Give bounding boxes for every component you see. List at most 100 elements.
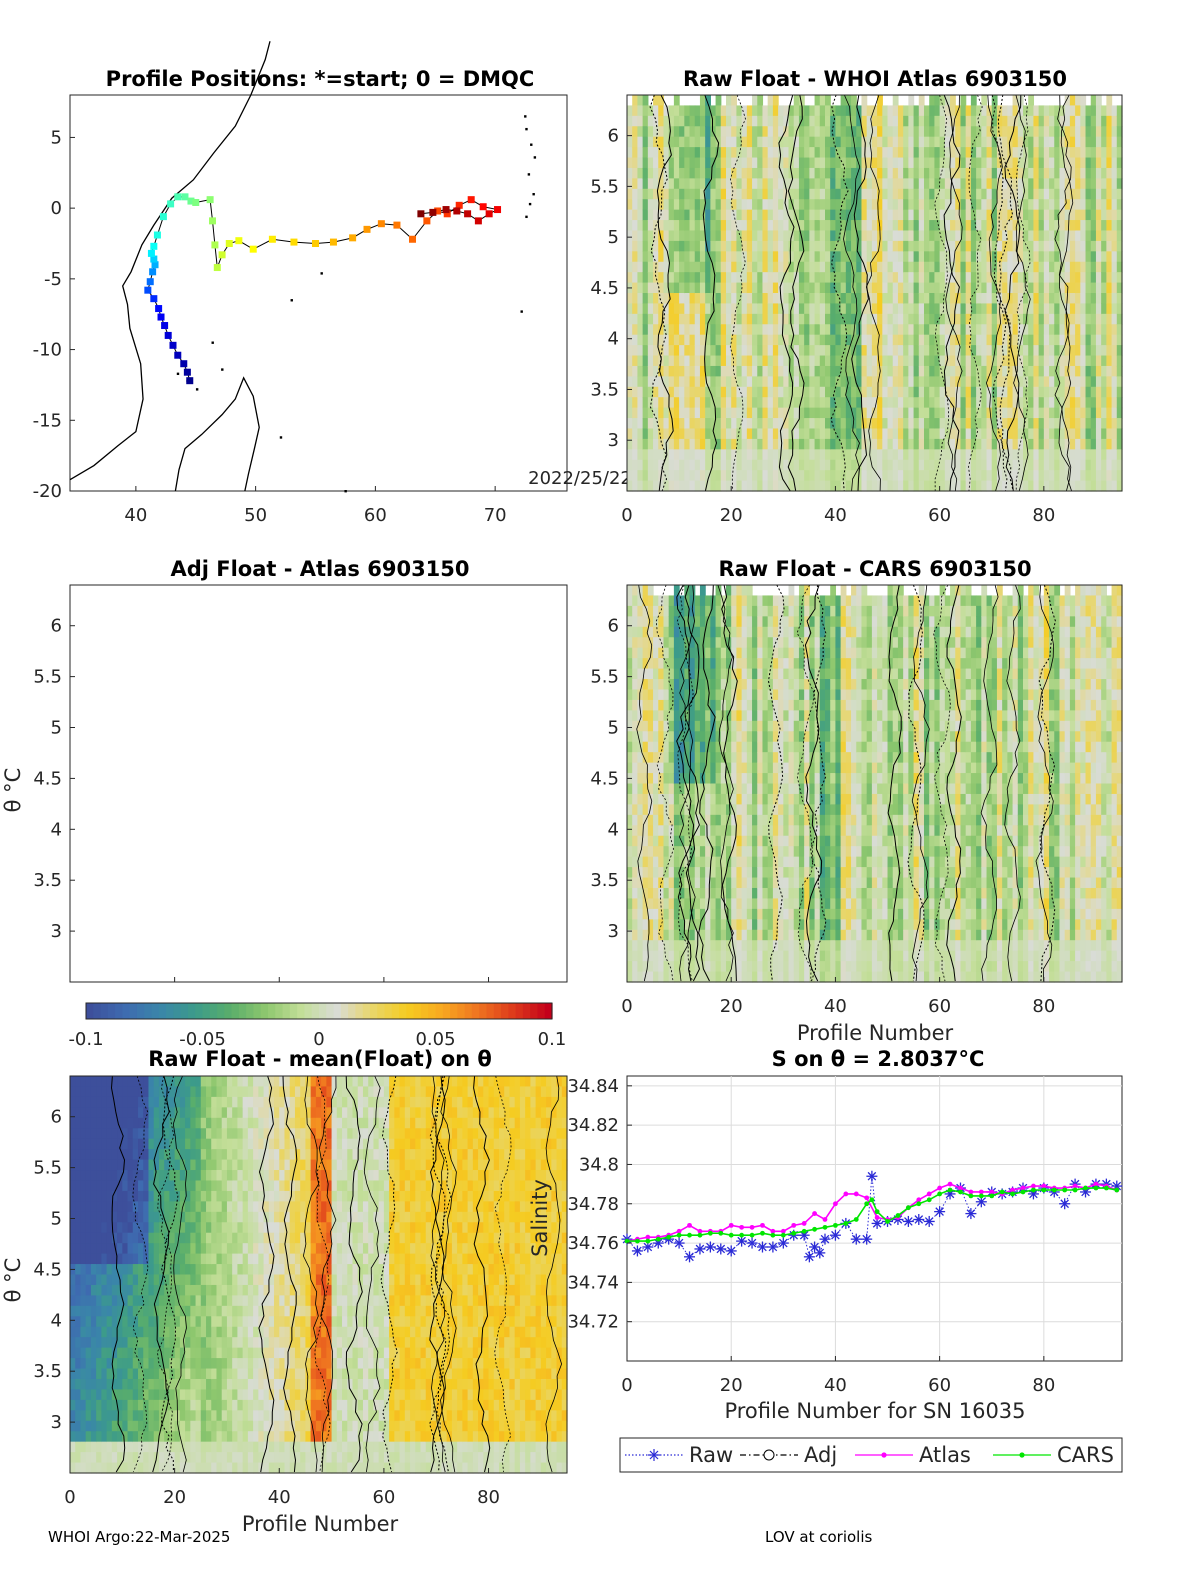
heatmap-cell: [1033, 126, 1040, 138]
heatmap-cell: [1033, 293, 1040, 305]
heatmap-cell: [720, 220, 727, 232]
heatmap-cell: [793, 365, 800, 377]
heatmap-cell: [897, 240, 904, 252]
heatmap-cell: [632, 261, 639, 273]
heatmap-cell: [1101, 136, 1107, 148]
heatmap-cell: [965, 438, 972, 450]
heatmap-cell: [642, 804, 649, 816]
heatmap-cell: [793, 272, 800, 284]
heatmap-cell: [1007, 480, 1014, 492]
heatmap-cell: [871, 136, 878, 148]
heatmap-cell: [715, 386, 722, 398]
heatmap-cell: [752, 605, 758, 617]
heatmap-cell: [1101, 365, 1107, 377]
heatmap-cell: [710, 418, 717, 430]
heatmap-cell: [663, 814, 670, 826]
heatmap-cell: [903, 147, 909, 159]
heatmap-cell: [1038, 428, 1045, 440]
island: [320, 272, 323, 275]
heatmap-cell: [1116, 397, 1123, 409]
heatmap-cell: [1075, 209, 1081, 221]
heatmap-cell: [809, 105, 816, 117]
heatmap-cell: [1116, 438, 1123, 450]
heatmap-cell: [705, 376, 711, 388]
heatmap-cell: [736, 647, 743, 659]
heatmap-cell: [762, 157, 769, 169]
heatmap-cell: [632, 908, 639, 920]
heatmap-cell: [752, 261, 758, 273]
heatmap-cell: [699, 720, 706, 732]
heatmap-cell: [793, 480, 800, 492]
heatmap-cell: [762, 720, 769, 732]
heatmap-cell: [1038, 220, 1045, 232]
heatmap-cell: [903, 230, 909, 242]
heatmap-cell: [658, 126, 665, 138]
heatmap-cell: [746, 261, 753, 273]
heatmap-cell: [897, 407, 904, 419]
heatmap-cell: [694, 689, 701, 701]
heatmap-cell: [741, 867, 748, 879]
heatmap-cell: [653, 324, 659, 336]
heatmap-cell: [762, 877, 769, 889]
heatmap-cell: [684, 741, 691, 753]
heatmap-cell: [715, 658, 722, 670]
heatmap-cell: [632, 699, 639, 711]
heatmap-cell: [1049, 209, 1055, 221]
heatmap-cell: [934, 95, 941, 107]
heatmap-cell: [825, 386, 831, 398]
heatmap-cell: [757, 167, 764, 179]
heatmap-cell: [757, 240, 764, 252]
heatmap-cell: [637, 679, 644, 691]
heatmap-cell: [663, 199, 670, 211]
heatmap-cell: [627, 835, 633, 847]
heatmap-cell: [741, 313, 748, 325]
heatmap-cell: [825, 251, 831, 263]
heatmap-cell: [1012, 230, 1019, 242]
heatmap-cell: [627, 428, 633, 440]
heatmap-cell: [804, 324, 810, 336]
heatmap-cell: [705, 418, 711, 430]
heatmap-cell: [887, 324, 894, 336]
heatmap-cell: [981, 167, 988, 179]
heatmap-cell: [1085, 449, 1092, 461]
heatmap-cell: [1033, 115, 1040, 127]
heatmap-cell: [710, 919, 717, 931]
heatmap-cell: [1080, 449, 1087, 461]
heatmap-cell: [1069, 261, 1076, 273]
heatmap-cell: [918, 470, 925, 482]
heatmap-cell: [762, 147, 769, 159]
heatmap-cell: [996, 230, 1003, 242]
heatmap-cell: [647, 616, 654, 628]
heatmap-cell: [845, 313, 852, 325]
heatmap-cell: [809, 136, 816, 148]
heatmap-cell: [679, 334, 685, 346]
heatmap-cell: [835, 313, 842, 325]
heatmap-cell: [1002, 251, 1008, 263]
heatmap-cell: [778, 376, 784, 388]
heatmap-cell: [897, 365, 904, 377]
heatmap-cell: [929, 199, 936, 211]
heatmap-cell: [1028, 105, 1035, 117]
heatmap-cell: [804, 167, 810, 179]
heatmap-cell: [1059, 459, 1066, 471]
heatmap-cell: [757, 178, 764, 190]
heatmap-cell: [788, 136, 795, 148]
heatmap-cell: [871, 147, 878, 159]
heatmap-cell: [668, 971, 675, 983]
heatmap-cell: [637, 971, 644, 983]
heatmap-cell: [684, 188, 691, 200]
heatmap-cell: [856, 459, 863, 471]
heatmap-cell: [741, 209, 748, 221]
heatmap-cell: [699, 324, 706, 336]
heatmap-cell: [1095, 470, 1102, 482]
heatmap-cell: [939, 345, 946, 357]
heatmap-cell: [788, 741, 795, 753]
heatmap-cell: [835, 293, 842, 305]
heatmap-cell: [1101, 167, 1107, 179]
heatmap-cell: [877, 407, 883, 419]
heatmap-cell: [694, 272, 701, 284]
heatmap-cell: [736, 355, 743, 367]
heatmap-cell: [637, 147, 644, 159]
heatmap-cell: [1012, 397, 1019, 409]
heatmap-cell: [960, 199, 967, 211]
